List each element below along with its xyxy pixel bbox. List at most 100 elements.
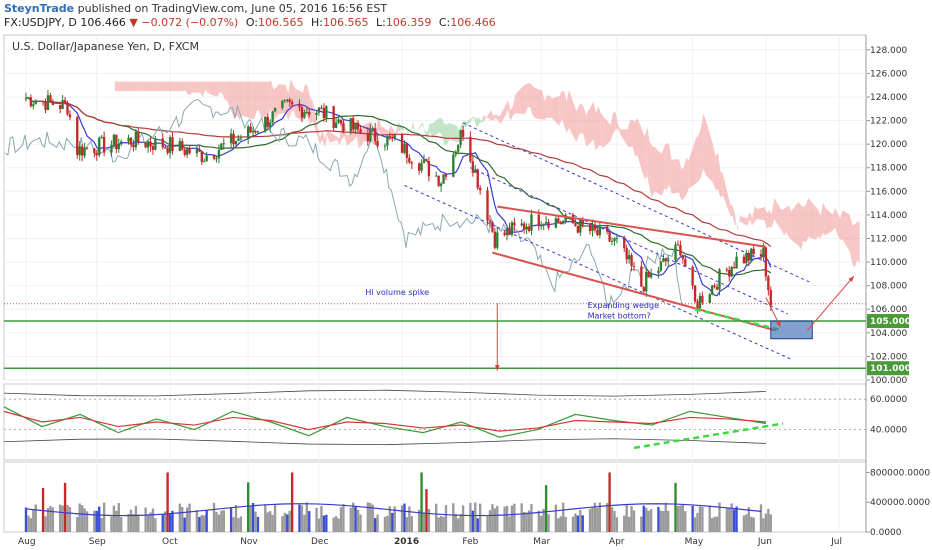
volume-bar [205, 510, 208, 532]
cloud-segment [644, 126, 648, 180]
candle-body [212, 155, 216, 159]
candle-body [632, 266, 636, 268]
volume-bar [44, 516, 47, 532]
volume-bar [264, 504, 267, 532]
candle-body [537, 214, 540, 227]
candle-body [317, 107, 321, 113]
volume-bar [61, 505, 64, 532]
volume-bar [220, 510, 223, 532]
candle-body [61, 100, 64, 109]
volume-bar [247, 482, 250, 532]
candle-body [745, 253, 748, 264]
osc-divergence-line [633, 422, 784, 450]
oscillator-pane [3, 383, 867, 461]
volume-bar [373, 518, 377, 532]
high-label: H: [311, 16, 323, 29]
candle-body [547, 221, 550, 228]
candle-body [530, 214, 533, 231]
candle-body [728, 269, 731, 277]
volume-bar [66, 504, 69, 532]
y-tick-label: 106.000 [870, 305, 907, 315]
cloud-segment [134, 81, 137, 92]
volume-bar [513, 503, 516, 532]
cloud-segment [696, 135, 699, 184]
volume-bar [547, 514, 550, 532]
candle-body [58, 105, 62, 109]
cloud-segment [344, 120, 347, 146]
cloud-segment [236, 81, 240, 120]
annotation-volume-spike: Hi volume spike [365, 288, 429, 297]
volume-bar [200, 514, 203, 532]
candle-body [461, 130, 465, 137]
candle-body [410, 162, 413, 164]
candle-body [283, 100, 286, 102]
candle-body [93, 148, 96, 154]
candle-body [273, 107, 277, 112]
cloud-segment [632, 120, 635, 156]
candle-body [254, 130, 257, 133]
y-tick-label: 120.000 [870, 140, 907, 150]
volume-bar [750, 516, 753, 532]
x-tick-label: Oct [162, 537, 178, 547]
volume-bar [254, 511, 257, 532]
cloud-segment [825, 208, 833, 236]
volume-bar [588, 508, 592, 532]
candle-body [469, 136, 472, 162]
cloud-segment [852, 224, 855, 268]
target-down-arrow-head [775, 320, 781, 327]
cloud-segment [498, 114, 501, 125]
published-text: published on TradingView.com, June 05, 2… [77, 2, 388, 15]
volume-bar [281, 516, 284, 532]
cloud-segment [586, 101, 594, 147]
candle-body [452, 154, 455, 177]
candle-body [627, 255, 631, 260]
volume-bar [640, 516, 643, 532]
cloud-segment [840, 210, 843, 240]
y-tick-label: 122.000 [870, 117, 907, 127]
volume-bar [488, 510, 492, 532]
volume-bar [120, 517, 123, 532]
author-link[interactable]: SteynTrade [4, 2, 75, 15]
cloud-segment [273, 87, 277, 121]
cloud-segment [481, 115, 484, 123]
candle-body [185, 148, 189, 155]
cloud-segment [276, 84, 279, 118]
volume-bar [713, 516, 716, 532]
volume-bar [325, 514, 328, 532]
volume-bar [100, 518, 103, 532]
volume-bar [647, 510, 650, 532]
cloud-segment [131, 81, 135, 92]
volume-bar [696, 512, 699, 532]
volume-bar [51, 507, 55, 532]
candle-body [66, 102, 69, 115]
candle-body [408, 157, 411, 163]
cloud-segment [595, 106, 599, 151]
volume-bar [681, 504, 685, 532]
symbol-line: FX:USDJPY, D 106.466 ▼ −0.072 (−0.07%) O… [4, 16, 496, 29]
cloud-segment [559, 91, 562, 126]
symbol-label[interactable]: FX:USDJPY, D [4, 16, 77, 29]
volume-bar [198, 516, 201, 532]
candle-body [234, 140, 238, 145]
candle-body [29, 97, 33, 107]
volume-bar [300, 505, 304, 532]
candle-body [76, 117, 79, 156]
volume-bar [508, 516, 511, 532]
candle-body [510, 222, 514, 235]
volume-bar [134, 506, 138, 532]
volume-bar [369, 503, 372, 532]
cloud-segment [312, 100, 320, 145]
volume-bar [63, 482, 67, 532]
osc-tick-label: 60.0000 [870, 395, 907, 405]
cloud-segment [688, 138, 697, 189]
volume-bar [234, 504, 238, 532]
volume-ma-line [25, 503, 762, 517]
x-tick-label: Jul [830, 537, 842, 547]
cloud-segment [713, 144, 716, 191]
candle-body [701, 295, 704, 303]
volume-bar [469, 502, 472, 532]
volume-bar [288, 510, 291, 532]
volume-bar [437, 517, 440, 532]
volume-bar [417, 509, 421, 532]
